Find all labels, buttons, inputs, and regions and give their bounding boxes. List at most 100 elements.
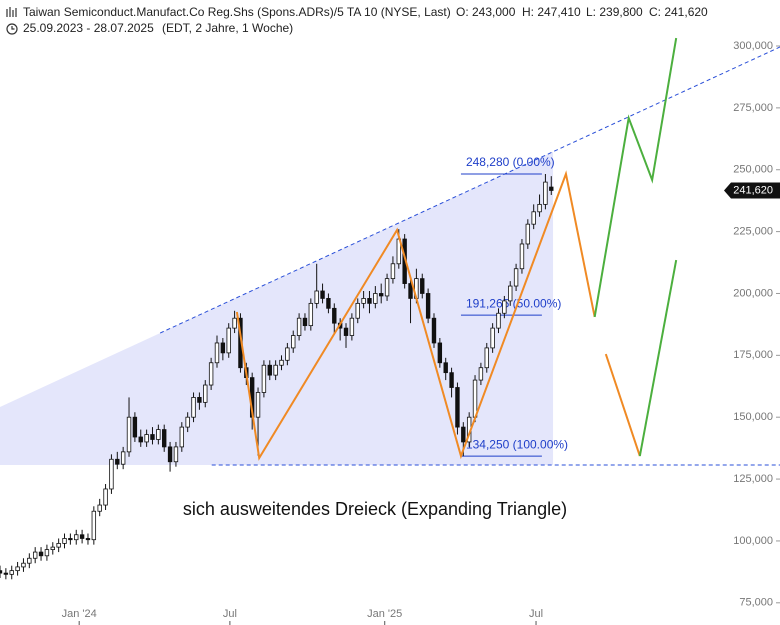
candle-body bbox=[27, 557, 32, 564]
candle-body bbox=[320, 290, 325, 299]
candle-body bbox=[361, 298, 366, 304]
candle-body bbox=[519, 243, 525, 270]
candle-body bbox=[85, 538, 91, 541]
candle-body bbox=[285, 347, 290, 361]
annotation: sich ausweitendes Dreieck (Expanding Tri… bbox=[183, 499, 567, 519]
candle-body bbox=[420, 278, 425, 294]
x-tick-label: Jan '24 bbox=[62, 608, 97, 620]
candle-body bbox=[513, 268, 519, 287]
candle-body bbox=[62, 538, 67, 544]
candle-body bbox=[150, 434, 155, 440]
y-tick-label: 175,000 bbox=[733, 349, 773, 361]
candle-body bbox=[302, 317, 308, 327]
candle-body bbox=[21, 562, 26, 568]
candle-body bbox=[32, 551, 38, 559]
candle-body bbox=[144, 434, 149, 443]
y-tick-label: 275,000 bbox=[733, 102, 773, 114]
candle-body bbox=[431, 317, 437, 344]
candle-body bbox=[379, 293, 384, 297]
candle-body bbox=[496, 312, 501, 329]
main-layer: 248,280 (0.00%) 191,265 (50.00%) 134,250 (… bbox=[0, 37, 678, 580]
shade-layer bbox=[0, 46, 780, 466]
candle-body bbox=[167, 446, 173, 463]
candle-body bbox=[185, 416, 190, 428]
header-icons bbox=[6, 7, 18, 35]
candle-body bbox=[208, 362, 214, 386]
candle-body bbox=[38, 551, 44, 557]
y-tick-label: 125,000 bbox=[733, 473, 773, 485]
candle-body bbox=[56, 543, 61, 548]
candle-body bbox=[296, 317, 302, 336]
candle-body bbox=[279, 359, 284, 366]
candle-body bbox=[355, 302, 360, 319]
candle-body bbox=[15, 566, 20, 572]
candle-body bbox=[373, 293, 378, 304]
candle-body bbox=[508, 285, 513, 302]
upper-trendline bbox=[159, 46, 780, 334]
candle-body bbox=[191, 397, 196, 418]
candle-body bbox=[232, 317, 237, 329]
candle-body bbox=[261, 364, 267, 393]
candle-body bbox=[9, 570, 14, 575]
clock-hand bbox=[11, 26, 15, 30]
candle-body bbox=[455, 387, 460, 428]
last-price-label: 241,620 bbox=[733, 184, 773, 196]
header-info: (EDT, 2 Jahre, 1 Woche) bbox=[162, 21, 293, 35]
candle-body bbox=[484, 347, 489, 369]
candle-body bbox=[437, 342, 443, 364]
header-close: C: 241,620 bbox=[649, 5, 708, 19]
y-tick-label: 100,000 bbox=[733, 535, 773, 547]
candle-body bbox=[97, 504, 102, 512]
triangle-shade bbox=[0, 151, 554, 465]
candle-body bbox=[314, 290, 319, 304]
candle-body bbox=[449, 372, 454, 388]
candle-body bbox=[308, 302, 314, 327]
candle-body bbox=[179, 426, 185, 448]
candle-body bbox=[543, 181, 548, 205]
candle-body bbox=[343, 327, 349, 336]
candle-body bbox=[120, 451, 126, 465]
candle-body bbox=[273, 364, 278, 376]
candle-body bbox=[384, 278, 390, 297]
candle-body bbox=[214, 342, 220, 364]
projection-line bbox=[593, 37, 678, 318]
candle-body bbox=[50, 546, 55, 550]
candle-body bbox=[490, 327, 495, 349]
candle-body bbox=[531, 211, 536, 225]
header-high: H: 247,410 bbox=[522, 5, 581, 19]
candle-body bbox=[115, 458, 120, 465]
candle-body bbox=[74, 534, 79, 541]
candle-body bbox=[109, 458, 114, 490]
candle-body bbox=[367, 298, 372, 304]
clock-icon bbox=[6, 23, 18, 35]
candle-body bbox=[197, 397, 202, 403]
candle-body bbox=[156, 429, 161, 440]
last-price-badge bbox=[724, 182, 780, 199]
candle-body bbox=[525, 223, 531, 245]
candle-body bbox=[91, 510, 97, 541]
candle-body bbox=[132, 416, 138, 438]
candle-body bbox=[472, 379, 478, 418]
candle-body bbox=[332, 307, 337, 324]
candle-body bbox=[390, 263, 396, 280]
y-tick-label: 225,000 bbox=[733, 226, 773, 238]
x-tick-label: Jul bbox=[529, 608, 543, 620]
header-range: 25.09.2023 - 28.07.2025 bbox=[23, 21, 154, 35]
fib-label: 134,250 (100.00%) bbox=[466, 437, 568, 451]
candle-body bbox=[349, 317, 355, 336]
candle-body bbox=[502, 300, 507, 314]
candle-body bbox=[103, 488, 108, 506]
candle-body bbox=[255, 392, 261, 418]
projection-line bbox=[235, 170, 596, 461]
candle-body bbox=[203, 384, 208, 403]
candle-body bbox=[138, 436, 143, 443]
y-tick-label: 250,000 bbox=[733, 164, 773, 176]
chart-icon bbox=[6, 7, 17, 17]
candle-body bbox=[425, 293, 431, 319]
candle-body bbox=[173, 446, 179, 463]
x-tick-label: Jan '25 bbox=[367, 608, 402, 620]
y-tick-label: 75,000 bbox=[739, 597, 773, 609]
candle-body bbox=[3, 572, 9, 575]
